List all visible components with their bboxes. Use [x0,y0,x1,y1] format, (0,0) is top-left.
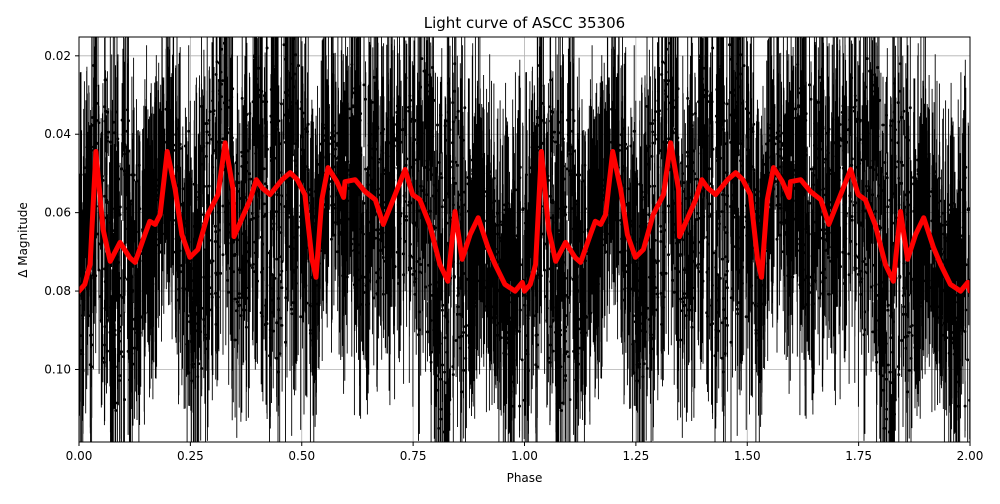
x-tick-label: 0.00 [66,449,93,463]
x-tick-label: 1.25 [623,449,650,463]
y-tick-label: 0.08 [44,284,71,298]
y-tick-label: 0.06 [44,206,71,220]
data-point-markers [79,37,970,441]
y-tick-label: 0.10 [44,362,71,376]
x-tick-label: 1.75 [845,449,872,463]
chart-title: Light curve of ASCC 35306 [424,14,625,32]
x-tick-label: 1.00 [511,449,538,463]
x-axis-label: Phase [507,471,543,485]
x-tick-label: 1.50 [734,449,761,463]
x-tick-label: 0.50 [288,449,315,463]
y-tick-label: 0.04 [44,127,71,141]
model-curve [79,140,970,294]
x-tick-label: 0.25 [177,449,204,463]
observation-points [79,37,970,442]
x-tick-label: 2.00 [957,449,984,463]
y-axis-label: Δ Magnitude [16,202,30,278]
y-tick-label: 0.02 [44,49,71,63]
y-axis-ticks: 0.02 0.04 0.06 0.08 0.10 [44,49,79,376]
x-tick-label: 0.75 [400,449,427,463]
x-axis-ticks: 0.00 0.25 0.50 0.75 1.00 1.25 1.50 1.75 2.00 [66,442,984,463]
